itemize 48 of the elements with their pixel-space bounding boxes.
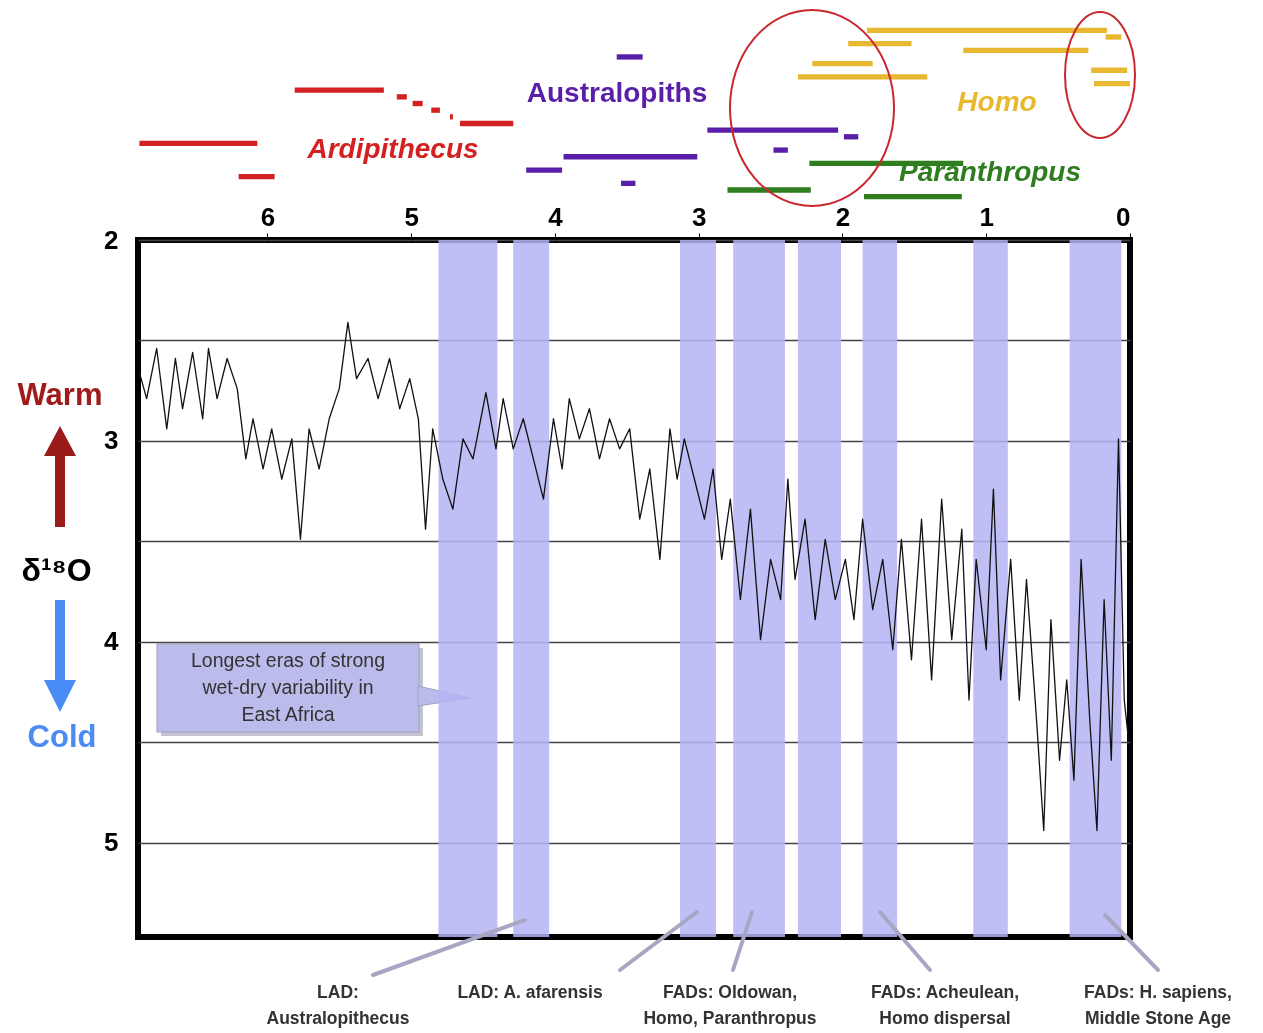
bar — [238, 174, 275, 180]
bar — [1091, 67, 1128, 73]
bar — [616, 54, 643, 60]
bar — [621, 180, 636, 187]
bar — [812, 60, 873, 67]
y-axis-title: δ¹⁸O — [21, 551, 92, 588]
y-tick-label: 3 — [104, 425, 119, 456]
x-tick-label: 0 — [1116, 201, 1131, 232]
x-tick-label: 5 — [404, 201, 419, 232]
annotation: Ardipithecus — [306, 133, 479, 164]
line-series — [138, 321, 1130, 832]
bar — [396, 94, 407, 100]
text: LAD: A. afarensis — [457, 982, 603, 1002]
x-tick-label: 1 — [979, 201, 994, 232]
text: FADs: H. sapiens, Middle Stone Age — [1084, 982, 1232, 1028]
bar — [449, 114, 453, 120]
y-tick-label: 4 — [104, 626, 120, 657]
bar — [1094, 80, 1130, 87]
x-tick-label: 3 — [691, 201, 707, 232]
bar — [460, 120, 514, 127]
bar — [727, 187, 811, 193]
text: FADs: Acheulean, Homo dispersal — [870, 982, 1020, 1028]
bar — [526, 167, 563, 173]
text: Cold — [27, 719, 97, 755]
x-tick-label: 2 — [835, 201, 851, 232]
bar — [707, 127, 839, 133]
annotation: Homo — [957, 86, 1037, 117]
annotation: Australopiths — [526, 77, 708, 108]
bar — [773, 147, 788, 153]
x-tick-label: 6 — [260, 201, 276, 232]
bar — [848, 40, 912, 47]
bar — [412, 100, 423, 107]
bar — [843, 134, 859, 140]
text: Warm — [17, 377, 103, 413]
bar — [294, 87, 384, 93]
text: FADs: Oldowan, Homo, Paranthropus — [643, 982, 817, 1028]
bar — [139, 140, 258, 147]
y-tick-label: 2 — [104, 224, 119, 255]
annotation: Paranthropus — [898, 156, 1082, 187]
text: LAD: Australopithecus — [266, 982, 410, 1028]
bar — [797, 74, 928, 80]
y-tick-label: 5 — [104, 827, 119, 858]
bar — [563, 154, 698, 160]
x-tick-label: 4 — [548, 201, 564, 232]
bar — [431, 107, 440, 113]
bar — [963, 47, 1089, 53]
annotation: Longest eras of strong wet-dry variability in East Africa — [190, 649, 386, 725]
bar — [864, 194, 962, 200]
